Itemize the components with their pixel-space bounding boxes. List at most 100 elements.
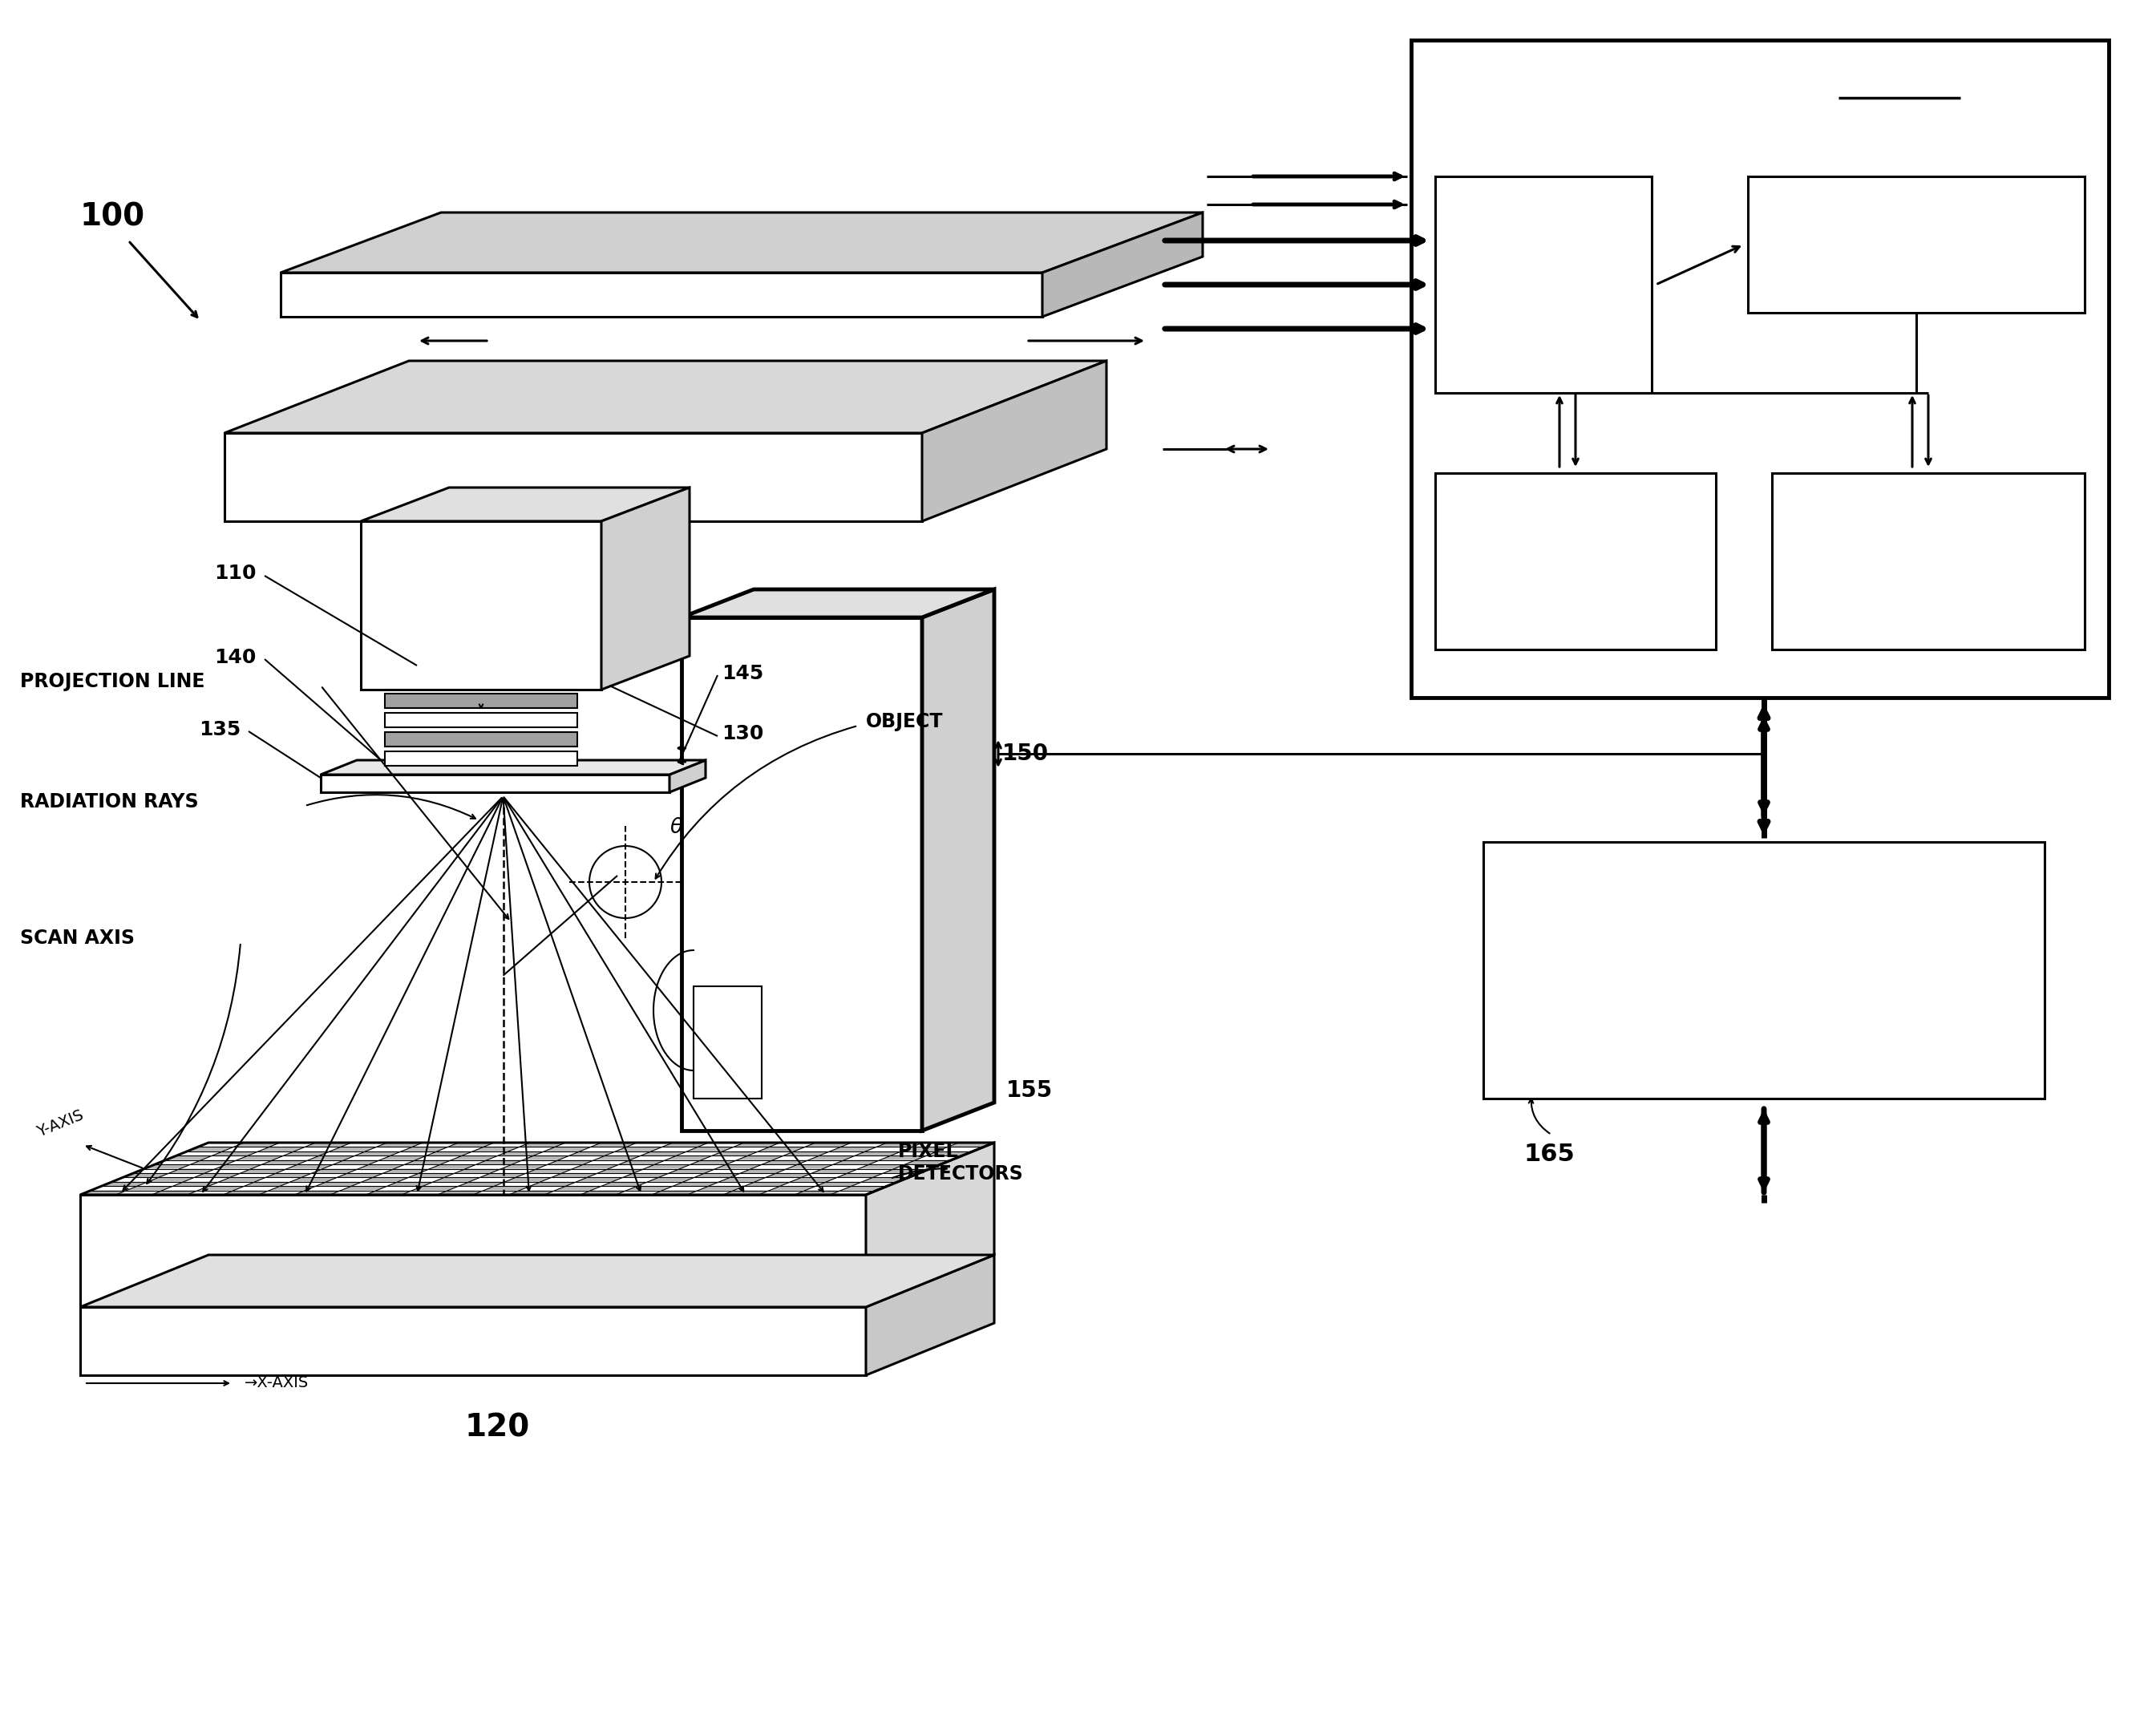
Polygon shape <box>640 1152 688 1155</box>
Polygon shape <box>170 1169 216 1172</box>
Polygon shape <box>360 521 602 690</box>
Polygon shape <box>237 1155 285 1160</box>
Polygon shape <box>172 1181 220 1186</box>
Polygon shape <box>690 1160 737 1164</box>
Polygon shape <box>224 433 923 521</box>
Polygon shape <box>681 617 923 1131</box>
Polygon shape <box>144 1164 190 1169</box>
Polygon shape <box>321 760 705 774</box>
Polygon shape <box>668 1169 716 1172</box>
Polygon shape <box>733 1143 780 1146</box>
Text: 165: 165 <box>1524 1143 1574 1165</box>
Polygon shape <box>451 1155 498 1160</box>
Polygon shape <box>737 1155 783 1160</box>
Polygon shape <box>224 360 1106 433</box>
Polygon shape <box>923 590 994 1131</box>
Polygon shape <box>336 1172 384 1177</box>
Polygon shape <box>166 1155 211 1160</box>
Polygon shape <box>304 1143 351 1146</box>
Text: I/O PORT
MANAGER: I/O PORT MANAGER <box>1488 264 1600 305</box>
Polygon shape <box>330 1146 377 1152</box>
Polygon shape <box>619 1160 666 1164</box>
Polygon shape <box>379 1155 427 1160</box>
Polygon shape <box>867 1143 994 1307</box>
Polygon shape <box>222 1191 270 1195</box>
Polygon shape <box>308 1155 356 1160</box>
Polygon shape <box>295 1191 341 1195</box>
Text: 150: 150 <box>1003 743 1048 765</box>
Bar <box>1483 841 2044 1098</box>
Polygon shape <box>884 1169 929 1172</box>
Text: 155: 155 <box>1007 1079 1052 1102</box>
Polygon shape <box>80 1191 127 1195</box>
Polygon shape <box>759 1146 804 1152</box>
Polygon shape <box>386 733 578 746</box>
Polygon shape <box>80 1195 867 1307</box>
Polygon shape <box>623 1172 668 1177</box>
Polygon shape <box>526 1169 573 1172</box>
Polygon shape <box>597 1169 645 1172</box>
Polygon shape <box>837 1172 884 1177</box>
Text: 130: 130 <box>722 724 763 743</box>
Polygon shape <box>334 1160 379 1164</box>
Polygon shape <box>906 1160 951 1164</box>
Polygon shape <box>524 1155 569 1160</box>
Text: 135: 135 <box>198 721 241 740</box>
Polygon shape <box>241 1169 287 1172</box>
Polygon shape <box>233 1143 280 1146</box>
Polygon shape <box>190 1160 237 1164</box>
Polygon shape <box>858 1164 906 1169</box>
Polygon shape <box>602 1181 649 1186</box>
Text: OBJECT: OBJECT <box>867 712 944 731</box>
Polygon shape <box>386 693 578 709</box>
Bar <box>1436 472 1716 650</box>
Polygon shape <box>927 1152 972 1155</box>
Polygon shape <box>317 1181 362 1186</box>
Polygon shape <box>796 1191 841 1195</box>
Polygon shape <box>744 1181 791 1186</box>
Polygon shape <box>259 1146 304 1152</box>
Polygon shape <box>198 1186 244 1191</box>
Polygon shape <box>265 1172 313 1177</box>
Polygon shape <box>448 1143 494 1146</box>
Polygon shape <box>367 1191 412 1195</box>
Polygon shape <box>804 1143 852 1146</box>
Polygon shape <box>321 774 671 793</box>
Polygon shape <box>681 590 994 617</box>
Polygon shape <box>576 1177 623 1181</box>
Polygon shape <box>901 1146 949 1152</box>
Polygon shape <box>662 1143 709 1146</box>
Polygon shape <box>949 1143 994 1146</box>
Polygon shape <box>412 1186 459 1191</box>
Polygon shape <box>505 1177 552 1181</box>
Text: $\theta$: $\theta$ <box>671 817 683 838</box>
Polygon shape <box>699 1186 744 1191</box>
Polygon shape <box>875 1143 923 1146</box>
Polygon shape <box>263 1160 308 1164</box>
Polygon shape <box>362 1177 410 1181</box>
Polygon shape <box>388 1181 433 1186</box>
Polygon shape <box>384 1169 429 1172</box>
Polygon shape <box>813 1169 858 1172</box>
Polygon shape <box>673 1181 720 1186</box>
Polygon shape <box>216 1164 263 1169</box>
Polygon shape <box>830 1146 875 1152</box>
Polygon shape <box>815 1181 862 1186</box>
Polygon shape <box>270 1186 317 1191</box>
Polygon shape <box>502 1164 548 1169</box>
Polygon shape <box>123 1172 170 1177</box>
Polygon shape <box>80 1307 867 1376</box>
Text: 120: 120 <box>464 1412 530 1443</box>
Polygon shape <box>287 1164 334 1169</box>
Text: 160: 160 <box>1839 72 1891 95</box>
Polygon shape <box>580 1191 627 1195</box>
Polygon shape <box>194 1172 241 1177</box>
Polygon shape <box>543 1146 591 1152</box>
Polygon shape <box>787 1164 834 1169</box>
Bar <box>1772 472 2085 650</box>
Text: USER
INTERFACE: USER INTERFACE <box>1690 945 1839 995</box>
Text: PIXEL
DETECTORS: PIXEL DETECTORS <box>899 1141 1024 1183</box>
Polygon shape <box>101 1181 149 1186</box>
Polygon shape <box>80 1255 994 1307</box>
Polygon shape <box>765 1172 813 1177</box>
